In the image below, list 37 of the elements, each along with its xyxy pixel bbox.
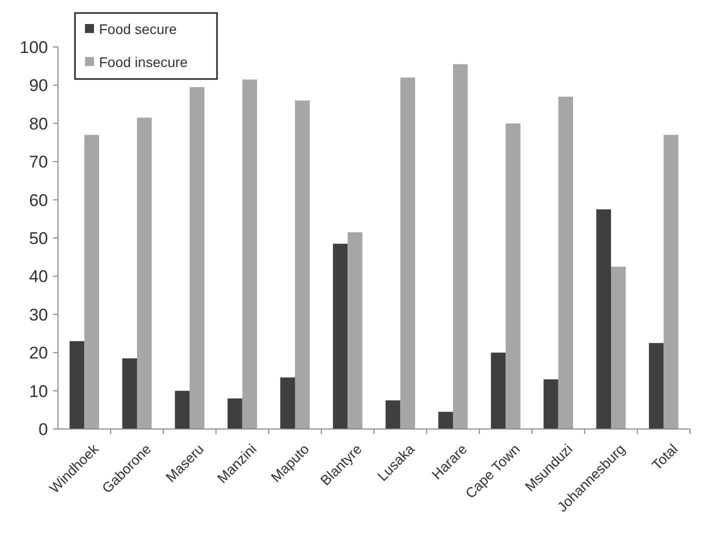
- bar: [348, 232, 362, 429]
- bar: [228, 398, 242, 429]
- y-tick-label: 30: [29, 305, 48, 324]
- y-tick-label: 20: [29, 344, 48, 363]
- bar: [544, 379, 558, 429]
- bar: [664, 134, 678, 429]
- bar: [137, 118, 152, 429]
- bar: [332, 244, 348, 429]
- y-tick-label: 10: [29, 382, 48, 401]
- y-tick-label: 50: [29, 228, 48, 248]
- bar: [400, 78, 416, 429]
- legend-label: Food secure: [99, 20, 178, 37]
- bar: [558, 96, 574, 429]
- bar: [386, 400, 400, 429]
- bar: [295, 100, 310, 429]
- bar: [596, 209, 611, 429]
- y-tick-label: 90: [29, 76, 48, 96]
- y-tick-label: 80: [29, 114, 48, 134]
- bar: [84, 134, 100, 429]
- bar: [490, 352, 506, 429]
- bar: [453, 64, 468, 429]
- bar: [190, 87, 204, 429]
- bar: [438, 412, 453, 429]
- legend-label: Food insecure: [99, 54, 188, 70]
- bar: [174, 390, 190, 429]
- y-tick-label: 100: [20, 38, 48, 57]
- bar: [611, 266, 626, 429]
- y-tick-label: 40: [29, 267, 48, 286]
- y-tick-label: 70: [29, 152, 48, 172]
- bar: [280, 377, 295, 429]
- bar: [122, 358, 137, 429]
- bar: [70, 341, 84, 429]
- y-tick-label: 60: [29, 190, 48, 210]
- bar: [506, 123, 520, 429]
- bar: [648, 343, 664, 429]
- bar: [242, 79, 258, 429]
- y-tick-label: 0: [38, 420, 48, 439]
